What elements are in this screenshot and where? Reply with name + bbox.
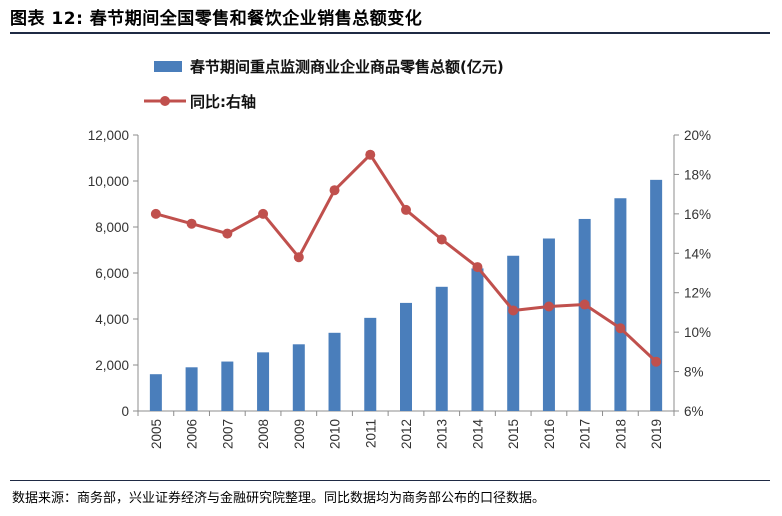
y-left-tick-label: 6,000 xyxy=(95,266,129,281)
x-tick-label: 2008 xyxy=(256,419,271,449)
bar xyxy=(328,332,341,411)
x-tick-label: 2007 xyxy=(220,419,235,449)
yoy-point xyxy=(258,208,269,219)
yoy-point xyxy=(186,218,197,229)
legend-bar-label: 春节期间重点监测商业企业商品零售总额(亿元) xyxy=(190,58,504,76)
title-rule xyxy=(10,32,770,34)
x-tick-label: 2009 xyxy=(292,419,307,449)
bar xyxy=(185,367,198,411)
yoy-point xyxy=(651,356,662,367)
x-tick-label: 2014 xyxy=(470,419,485,450)
y-right-tick-label: 6% xyxy=(684,404,704,419)
x-tick-label: 2012 xyxy=(399,419,414,449)
x-tick-label: 2006 xyxy=(185,419,200,449)
x-tick-label: 2013 xyxy=(435,419,450,449)
y-right-tick-label: 8% xyxy=(684,365,704,380)
y-left-tick-label: 2,000 xyxy=(95,358,129,373)
bar xyxy=(364,317,377,411)
bar xyxy=(400,302,412,411)
x-tick-label: 2011 xyxy=(363,419,378,448)
bar xyxy=(292,344,305,411)
bar-series xyxy=(149,179,663,411)
yoy-point xyxy=(401,204,411,215)
source-rule xyxy=(10,480,770,481)
bar xyxy=(614,198,627,411)
source-note: 数据来源：商务部，兴业证券经济与金融研究院整理。同比数据均为商务部公布的口径数据… xyxy=(12,491,546,506)
yoy-point xyxy=(293,252,304,263)
bar xyxy=(221,361,234,411)
y-right-tick-label: 10% xyxy=(684,325,711,340)
x-tick-label: 2018 xyxy=(613,419,628,449)
bar xyxy=(578,218,591,411)
y-left-tick-label: 4,000 xyxy=(95,312,129,327)
yoy-point xyxy=(150,208,161,219)
y-left-tick-label: 8,000 xyxy=(95,220,129,235)
y-right-tick-label: 20% xyxy=(684,128,711,143)
y-right-tick-label: 12% xyxy=(684,286,711,301)
x-tick-label: 2005 xyxy=(149,419,164,449)
bar xyxy=(507,255,520,411)
bar xyxy=(435,286,448,411)
yoy-point xyxy=(615,323,626,334)
bar xyxy=(650,179,663,411)
bar xyxy=(149,374,162,411)
y-left-tick-label: 0 xyxy=(121,404,129,419)
x-tick-label: 2017 xyxy=(578,419,593,449)
yoy-point xyxy=(436,234,447,245)
legend: 春节期间重点监测商业企业商品零售总额(亿元) 同比:右轴 xyxy=(144,58,504,111)
y-right-tick-label: 14% xyxy=(684,246,711,261)
bar xyxy=(257,352,270,411)
bar xyxy=(471,268,484,411)
yoy-point xyxy=(365,149,376,160)
x-tick-label: 2015 xyxy=(506,419,521,449)
line-series xyxy=(150,149,662,367)
yoy-point xyxy=(472,262,483,273)
x-tick-label: 2019 xyxy=(649,419,664,449)
x-tick-label: 2010 xyxy=(328,419,343,449)
figure-title: 图表 12: 春节期间全国零售和餐饮企业销售总额变化 xyxy=(10,9,423,29)
yoy-point xyxy=(543,301,554,312)
yoy-point xyxy=(579,299,590,310)
x-tick-label: 2016 xyxy=(542,419,557,449)
yoy-point xyxy=(329,185,340,196)
legend-line-label: 同比:右轴 xyxy=(190,93,256,111)
legend-bar-swatch xyxy=(154,61,182,72)
y-left-tick-label: 12,000 xyxy=(88,128,129,143)
y-left-tick-label: 10,000 xyxy=(88,174,129,189)
yoy-point xyxy=(222,228,233,239)
y-right-tick-label: 16% xyxy=(684,207,711,222)
yoy-point xyxy=(508,305,519,316)
bar xyxy=(542,238,555,411)
y-right-tick-label: 18% xyxy=(684,167,711,182)
legend-line-marker xyxy=(160,96,170,106)
